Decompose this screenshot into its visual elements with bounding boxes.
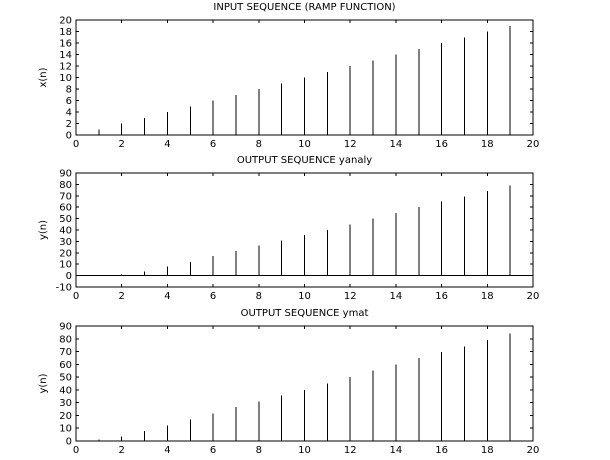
y-tick-label: 50 bbox=[59, 214, 72, 225]
y-tick-label: 10 bbox=[59, 73, 72, 84]
x-tick-label: 4 bbox=[164, 291, 170, 302]
y-tick-label: 30 bbox=[59, 398, 72, 409]
y-tick-label: 20 bbox=[59, 248, 72, 259]
x-tick-label: 20 bbox=[527, 139, 540, 150]
x-tick-label: 4 bbox=[164, 139, 170, 150]
y-tick-label: 4 bbox=[66, 108, 72, 119]
y-tick-label: 40 bbox=[59, 385, 72, 396]
x-tick-label: 0 bbox=[73, 445, 79, 456]
x-tick-label: 6 bbox=[210, 445, 216, 456]
y-axis-label: y(n) bbox=[38, 220, 49, 240]
y-tick-label: 6 bbox=[66, 96, 72, 107]
y-tick-label: 8 bbox=[66, 85, 72, 96]
y-tick-label: 70 bbox=[59, 347, 72, 358]
x-tick-label: 0 bbox=[73, 139, 79, 150]
y-axis-label: y(n) bbox=[38, 373, 49, 393]
subplot-output-yanaly: 0 2 4 6 8 10 12 14 16 18 20-100102030405060708090O… bbox=[38, 155, 539, 302]
x-tick-label: 10 bbox=[298, 445, 311, 456]
y-tick-label: 80 bbox=[59, 180, 72, 191]
x-tick-label: 8 bbox=[256, 139, 262, 150]
y-tick-label: 10 bbox=[59, 260, 72, 271]
y-tick-label: 30 bbox=[59, 237, 72, 248]
x-tick-label: 6 bbox=[210, 291, 216, 302]
chart-title: OUTPUT SEQUENCE yanaly bbox=[237, 155, 372, 166]
x-tick-label: 14 bbox=[390, 139, 403, 150]
x-tick-label: 14 bbox=[390, 291, 403, 302]
x-tick-label: 16 bbox=[435, 139, 448, 150]
x-tick-label: 12 bbox=[344, 139, 357, 150]
y-tick-label: 0 bbox=[66, 437, 72, 448]
x-tick-label: 12 bbox=[344, 291, 357, 302]
y-tick-label: 16 bbox=[59, 39, 72, 50]
chart-title: INPUT SEQUENCE (RAMP FUNCTION) bbox=[213, 2, 395, 13]
y-axis-label: x(n) bbox=[38, 67, 49, 87]
x-tick-label: 4 bbox=[164, 445, 170, 456]
subplot-input-sequence: 0 2 4 6 8 10 12 14 16 18 2002468101214161820INPUT … bbox=[38, 2, 539, 150]
x-tick-label: 10 bbox=[298, 139, 311, 150]
y-tick-label: 90 bbox=[59, 169, 72, 180]
x-tick-label: 6 bbox=[210, 139, 216, 150]
x-tick-label: 2 bbox=[119, 139, 125, 150]
x-tick-label: 12 bbox=[344, 445, 357, 456]
y-tick-label: 60 bbox=[59, 360, 72, 371]
chart-title: OUTPUT SEQUENCE ymat bbox=[241, 308, 369, 319]
x-tick-label: 16 bbox=[435, 291, 448, 302]
y-tick-label: 10 bbox=[59, 424, 72, 435]
x-tick-label: 8 bbox=[256, 445, 262, 456]
x-tick-label: 20 bbox=[527, 445, 540, 456]
x-tick-label: 10 bbox=[298, 291, 311, 302]
y-tick-label: 60 bbox=[59, 203, 72, 214]
y-tick-label: 50 bbox=[59, 373, 72, 384]
x-tick-label: 20 bbox=[527, 291, 540, 302]
y-tick-label: 80 bbox=[59, 334, 72, 345]
x-tick-label: 16 bbox=[435, 445, 448, 456]
x-tick-label: 18 bbox=[481, 139, 494, 150]
y-tick-label: 20 bbox=[59, 16, 72, 27]
x-tick-label: 14 bbox=[390, 445, 403, 456]
x-tick-label: 0 bbox=[73, 291, 79, 302]
y-tick-label: 2 bbox=[66, 119, 72, 130]
y-tick-label: 14 bbox=[59, 50, 72, 61]
y-tick-label: -10 bbox=[56, 283, 72, 294]
x-tick-label: 2 bbox=[119, 445, 125, 456]
x-tick-label: 2 bbox=[119, 291, 125, 302]
y-tick-label: 18 bbox=[59, 27, 72, 38]
y-tick-label: 90 bbox=[59, 322, 72, 333]
y-tick-label: 40 bbox=[59, 226, 72, 237]
subplot-output-ymat: 0 2 4 6 8 10 12 14 16 18 200102030405060708090OUTP… bbox=[38, 308, 539, 456]
y-tick-label: 12 bbox=[59, 62, 72, 73]
x-tick-label: 18 bbox=[481, 445, 494, 456]
x-tick-label: 18 bbox=[481, 291, 494, 302]
y-tick-label: 70 bbox=[59, 191, 72, 202]
y-tick-label: 0 bbox=[66, 131, 72, 142]
x-tick-label: 8 bbox=[256, 291, 262, 302]
y-tick-label: 0 bbox=[66, 271, 72, 282]
y-tick-label: 20 bbox=[59, 411, 72, 422]
